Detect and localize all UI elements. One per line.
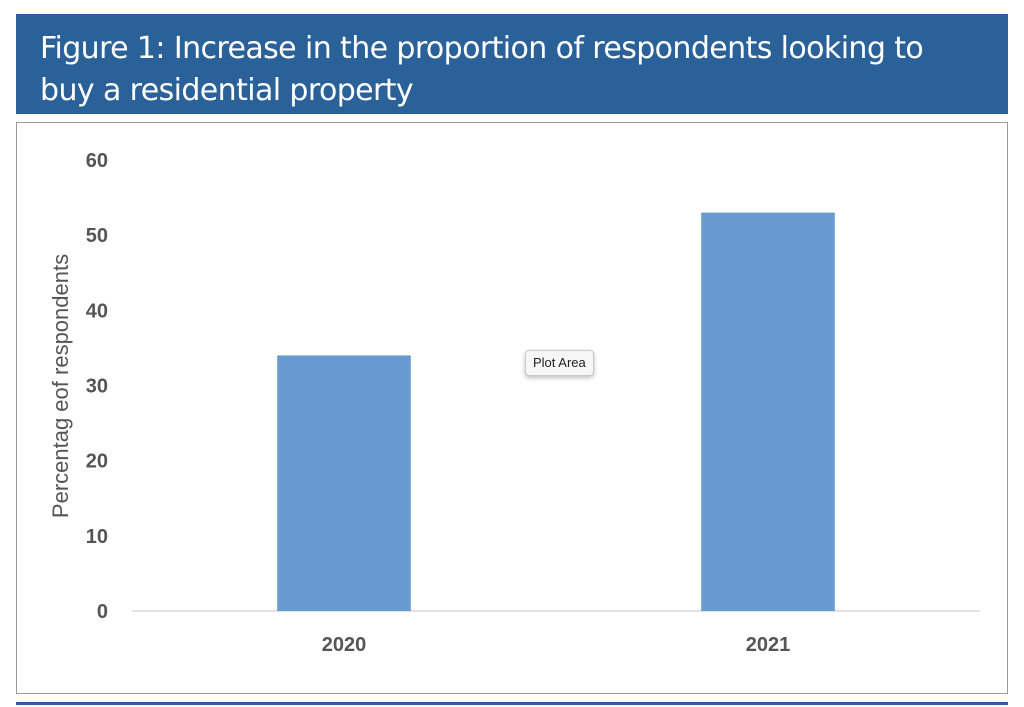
bars [277,212,835,611]
y-tick-label: 0 [97,601,108,623]
x-tick-label: 2020 [322,634,367,656]
y-axis-title: Percentag eof respondents [48,254,73,518]
y-tick-label: 50 [86,225,108,247]
bar-2020 [277,355,411,611]
bar-2021 [701,212,835,611]
y-tick-label: 10 [86,526,108,548]
y-tick-label: 20 [86,451,108,473]
y-axis-ticks: 0 10 20 30 40 50 60 [86,150,108,623]
bottom-rule [16,702,1008,705]
chart-frame [16,122,1008,694]
figure-title: Figure 1: Increase in the proportion of … [16,14,1008,114]
y-tick-label: 30 [86,376,108,398]
plot-area-tooltip: Plot Area [525,350,594,376]
y-tick-label: 60 [86,150,108,172]
y-tick-label: 40 [86,300,108,322]
x-axis-ticks: 2020 2021 [322,634,791,656]
x-tick-label: 2021 [746,634,791,656]
